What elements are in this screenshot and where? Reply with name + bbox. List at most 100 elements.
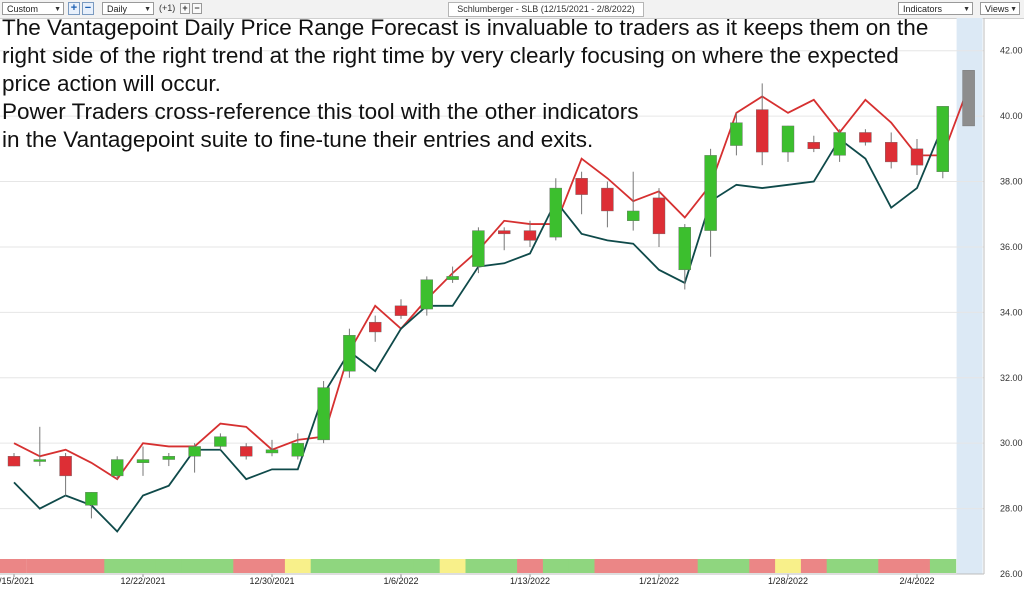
candle-body bbox=[291, 442, 304, 457]
chevron-down-icon: ▼ bbox=[144, 6, 151, 13]
indicator-band-segment bbox=[284, 559, 312, 573]
candle-body bbox=[627, 210, 640, 221]
indicator-band-segment bbox=[26, 559, 54, 573]
candle-body bbox=[833, 132, 846, 156]
views-select[interactable]: Views ▼ bbox=[980, 2, 1020, 15]
candle-body bbox=[420, 279, 433, 310]
x-tick-label: 2/15/2021 bbox=[0, 576, 34, 586]
indicator-band-segment bbox=[929, 559, 957, 573]
indicator-band-segment bbox=[78, 559, 105, 573]
candle-body bbox=[549, 187, 562, 238]
candle-body bbox=[394, 305, 408, 316]
chevron-down-icon: ▼ bbox=[1010, 6, 1017, 13]
candle-body bbox=[33, 459, 46, 462]
indicator-band-segment bbox=[336, 559, 363, 573]
indicator-band-segment bbox=[517, 559, 544, 573]
chevron-down-icon: ▼ bbox=[963, 6, 970, 13]
indicator-band-segment bbox=[181, 559, 208, 573]
candle-body bbox=[756, 109, 769, 153]
y-tick-label: 34.00 bbox=[1000, 307, 1023, 317]
candle-body bbox=[730, 122, 743, 146]
candle-body bbox=[498, 230, 511, 235]
indicator-band-segment bbox=[52, 559, 79, 573]
candle-body bbox=[652, 197, 666, 235]
candle-body bbox=[859, 132, 872, 143]
x-tick-label: 1/28/2022 bbox=[768, 576, 808, 586]
zoom-out-button[interactable]: − bbox=[82, 2, 94, 15]
indicator-band-segment bbox=[130, 559, 157, 573]
indicator-band-segment bbox=[388, 559, 415, 573]
x-tick-label: 1/21/2022 bbox=[639, 576, 679, 586]
indicator-band-segment bbox=[233, 559, 260, 573]
indicator-band-segment bbox=[671, 559, 699, 573]
indicator-band-segment bbox=[310, 559, 337, 573]
candle-body bbox=[85, 492, 98, 506]
indicator-band-segment bbox=[207, 559, 234, 573]
indicator-band-segment bbox=[775, 559, 802, 573]
toolbar: Custom ▼ + − Daily ▼ (+1) + − Schlumberg… bbox=[0, 0, 1024, 19]
overlay-line-3: price action will occur. bbox=[2, 71, 221, 96]
indicator-band-segment bbox=[259, 559, 286, 573]
y-tick-label: 42.00 bbox=[1000, 46, 1023, 56]
candle-body bbox=[781, 125, 795, 153]
y-tick-label: 40.00 bbox=[1000, 111, 1023, 121]
indicator-band-segment bbox=[413, 559, 441, 573]
candle-body bbox=[704, 155, 717, 231]
overlay-line-1: The Vantagepoint Daily Price Range Forec… bbox=[2, 15, 929, 40]
candle-body bbox=[446, 276, 459, 280]
indicator-band-segment bbox=[0, 559, 27, 573]
x-tick-label: 12/30/2021 bbox=[249, 576, 294, 586]
preset-select[interactable]: Custom ▼ bbox=[2, 2, 64, 15]
candle-body bbox=[807, 142, 820, 150]
candle-body bbox=[936, 106, 949, 172]
candle-body bbox=[369, 321, 382, 333]
candle-body bbox=[601, 187, 614, 212]
indicator-band-segment bbox=[697, 559, 724, 573]
preset-value: Custom bbox=[7, 4, 39, 14]
indicator-band-segment bbox=[723, 559, 750, 573]
indicators-label: Indicators bbox=[903, 4, 943, 14]
indicators-select[interactable]: Indicators ▼ bbox=[898, 2, 973, 15]
candle-body bbox=[472, 230, 485, 267]
indicator-band-segment bbox=[826, 559, 853, 573]
indicator-band-segment bbox=[439, 559, 466, 573]
lower-forecast-line bbox=[13, 125, 944, 533]
candle-body bbox=[523, 230, 537, 241]
candle-body bbox=[7, 456, 21, 467]
upper-forecast-line bbox=[13, 86, 970, 481]
offset-increase-button[interactable]: + bbox=[180, 3, 190, 14]
indicator-band-segment bbox=[800, 559, 828, 573]
zoom-in-button[interactable]: + bbox=[68, 2, 80, 15]
chart-title: Schlumberger - SLB (12/15/2021 - 2/8/202… bbox=[457, 4, 635, 14]
overlay-line-4: Power Traders cross-reference this tool … bbox=[2, 99, 639, 124]
candle-body bbox=[59, 456, 72, 477]
price-chart[interactable]: 26.00 28.00 30.00 32.00 34.00 36.00 38.00 40.00… bbox=[0, 18, 1024, 594]
indicator-band-segment bbox=[646, 559, 673, 573]
overlay-line-5: in the Vantagepoint suite to fine-tune t… bbox=[2, 127, 594, 152]
indicator-band-segment bbox=[904, 559, 931, 573]
indicator-band-segment bbox=[620, 559, 647, 573]
x-tick-label: 1/13/2022 bbox=[510, 576, 550, 586]
indicator-band-segment bbox=[155, 559, 183, 573]
chart-title-box: Schlumberger - SLB (12/15/2021 - 2/8/202… bbox=[448, 2, 644, 17]
offset-decrease-button[interactable]: − bbox=[192, 3, 202, 14]
x-tick-label: 2/4/2022 bbox=[899, 576, 934, 586]
y-tick-label: 26.00 bbox=[1000, 569, 1023, 579]
y-tick-label: 32.00 bbox=[1000, 373, 1023, 383]
y-tick-label: 38.00 bbox=[1000, 177, 1023, 187]
overlay-text: The Vantagepoint Daily Price Range Forec… bbox=[2, 14, 1002, 154]
candle-body bbox=[265, 449, 279, 454]
indicator-band-segment bbox=[542, 559, 570, 573]
indicator-band-segment bbox=[465, 559, 492, 573]
indicator-band-segment bbox=[362, 559, 389, 573]
views-label: Views bbox=[985, 4, 1009, 14]
interval-select[interactable]: Daily ▼ bbox=[102, 2, 154, 15]
y-tick-label: 28.00 bbox=[1000, 504, 1023, 514]
indicator-band-segment bbox=[104, 559, 131, 573]
indicator-band-segment bbox=[749, 559, 776, 573]
indicator-band-segment bbox=[878, 559, 905, 573]
candle-body bbox=[110, 459, 124, 477]
indicator-band-segment bbox=[568, 559, 595, 573]
candle-body bbox=[910, 148, 924, 166]
candle-body bbox=[239, 446, 253, 457]
